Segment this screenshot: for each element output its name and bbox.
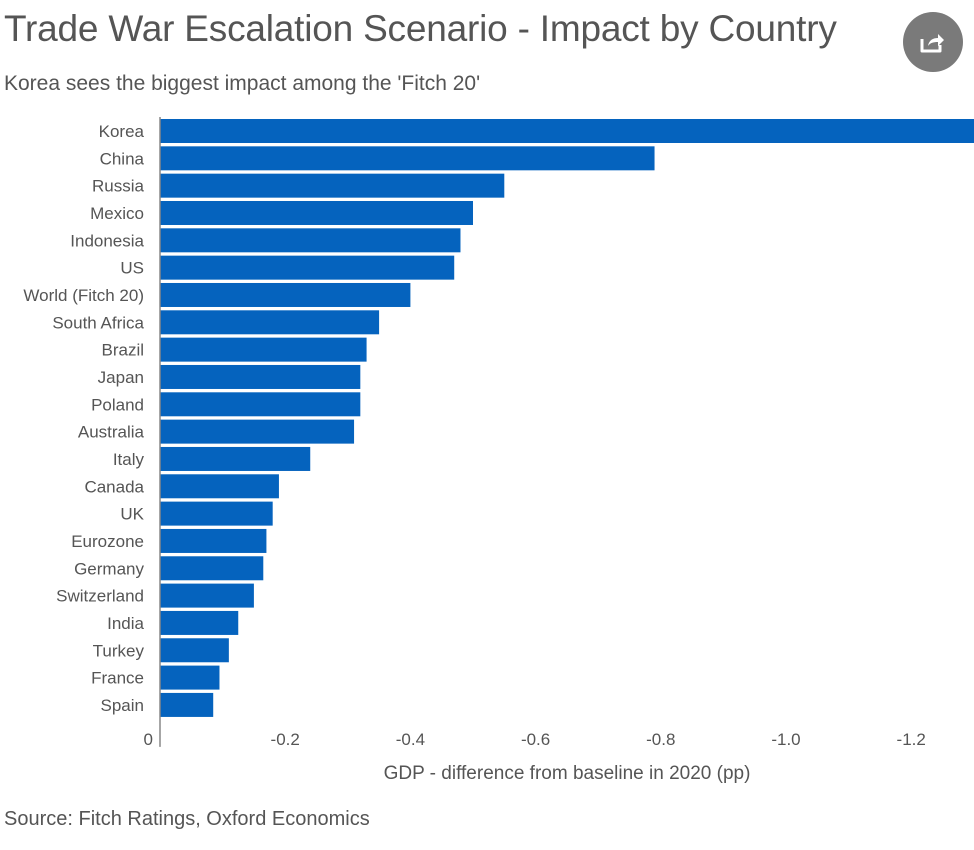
category-label: Canada: [84, 477, 144, 496]
category-label: Mexico: [90, 204, 144, 223]
bar-us: [160, 255, 455, 280]
category-label: Eurozone: [71, 532, 144, 551]
category-label: Spain: [101, 696, 144, 715]
category-label: France: [91, 669, 144, 688]
bar-korea: [160, 119, 974, 143]
bar-south-africa: [160, 310, 380, 335]
category-label: South Africa: [52, 313, 144, 332]
bar-switzerland: [160, 583, 254, 608]
bar-poland: [160, 392, 361, 417]
bar-uk: [160, 501, 273, 526]
x-tick-label: -0.2: [271, 730, 300, 749]
bar-mexico: [160, 200, 473, 225]
category-label: China: [100, 149, 145, 168]
bar-australia: [160, 419, 355, 444]
bar-russia: [160, 173, 505, 198]
x-tick-label: -0.4: [396, 730, 425, 749]
category-label: Turkey: [93, 641, 145, 660]
bar-germany: [160, 556, 264, 581]
category-label: UK: [120, 505, 144, 524]
category-label: Japan: [98, 368, 144, 387]
bar-brazil: [160, 337, 367, 362]
x-tick-label: -1.0: [771, 730, 800, 749]
category-label: US: [120, 259, 144, 278]
bars: [160, 119, 974, 717]
chart-source: Source: Fitch Ratings, Oxford Economics: [4, 808, 370, 830]
category-label: Brazil: [101, 341, 144, 360]
bar-indonesia: [160, 228, 461, 253]
bar-world-fitch-20: [160, 282, 411, 307]
bar-china: [160, 146, 655, 171]
chart-title: Trade War Escalation Scenario - Impact b…: [4, 8, 837, 49]
x-axis-label: GDP - difference from baseline in 2020 (…: [384, 763, 751, 784]
bar-japan: [160, 364, 361, 389]
bar-spain: [160, 692, 214, 717]
category-labels: Korea China Russia Mexico Indonesia US World (…: [23, 122, 144, 715]
x-tick-label: 0: [144, 730, 153, 749]
x-tick-label: -1.2: [897, 730, 926, 749]
bar-turkey: [160, 638, 229, 663]
share-button[interactable]: [903, 12, 963, 72]
share-icon: [920, 34, 944, 53]
category-label: India: [107, 614, 144, 633]
bar-eurozone: [160, 528, 267, 553]
category-label: Switzerland: [56, 587, 144, 606]
x-tick-label: -0.6: [521, 730, 550, 749]
x-tick-label: -0.8: [646, 730, 675, 749]
bar-india: [160, 610, 239, 635]
x-tick-labels: 0 -0.2 -0.4 -0.6 -0.8 -1.0 -1.2: [144, 730, 926, 749]
category-label: Korea: [99, 122, 145, 141]
category-label: Italy: [113, 450, 145, 469]
category-label: Poland: [91, 395, 144, 414]
bar-france: [160, 665, 220, 690]
category-label: World (Fitch 20): [23, 286, 144, 305]
category-label: Indonesia: [70, 231, 144, 250]
bar-canada: [160, 474, 279, 499]
category-label: Australia: [78, 423, 145, 442]
bar-italy: [160, 446, 311, 471]
category-label: Germany: [74, 559, 144, 578]
chart-subtitle: Korea sees the biggest impact among the …: [4, 72, 481, 95]
category-label: Russia: [92, 177, 145, 196]
